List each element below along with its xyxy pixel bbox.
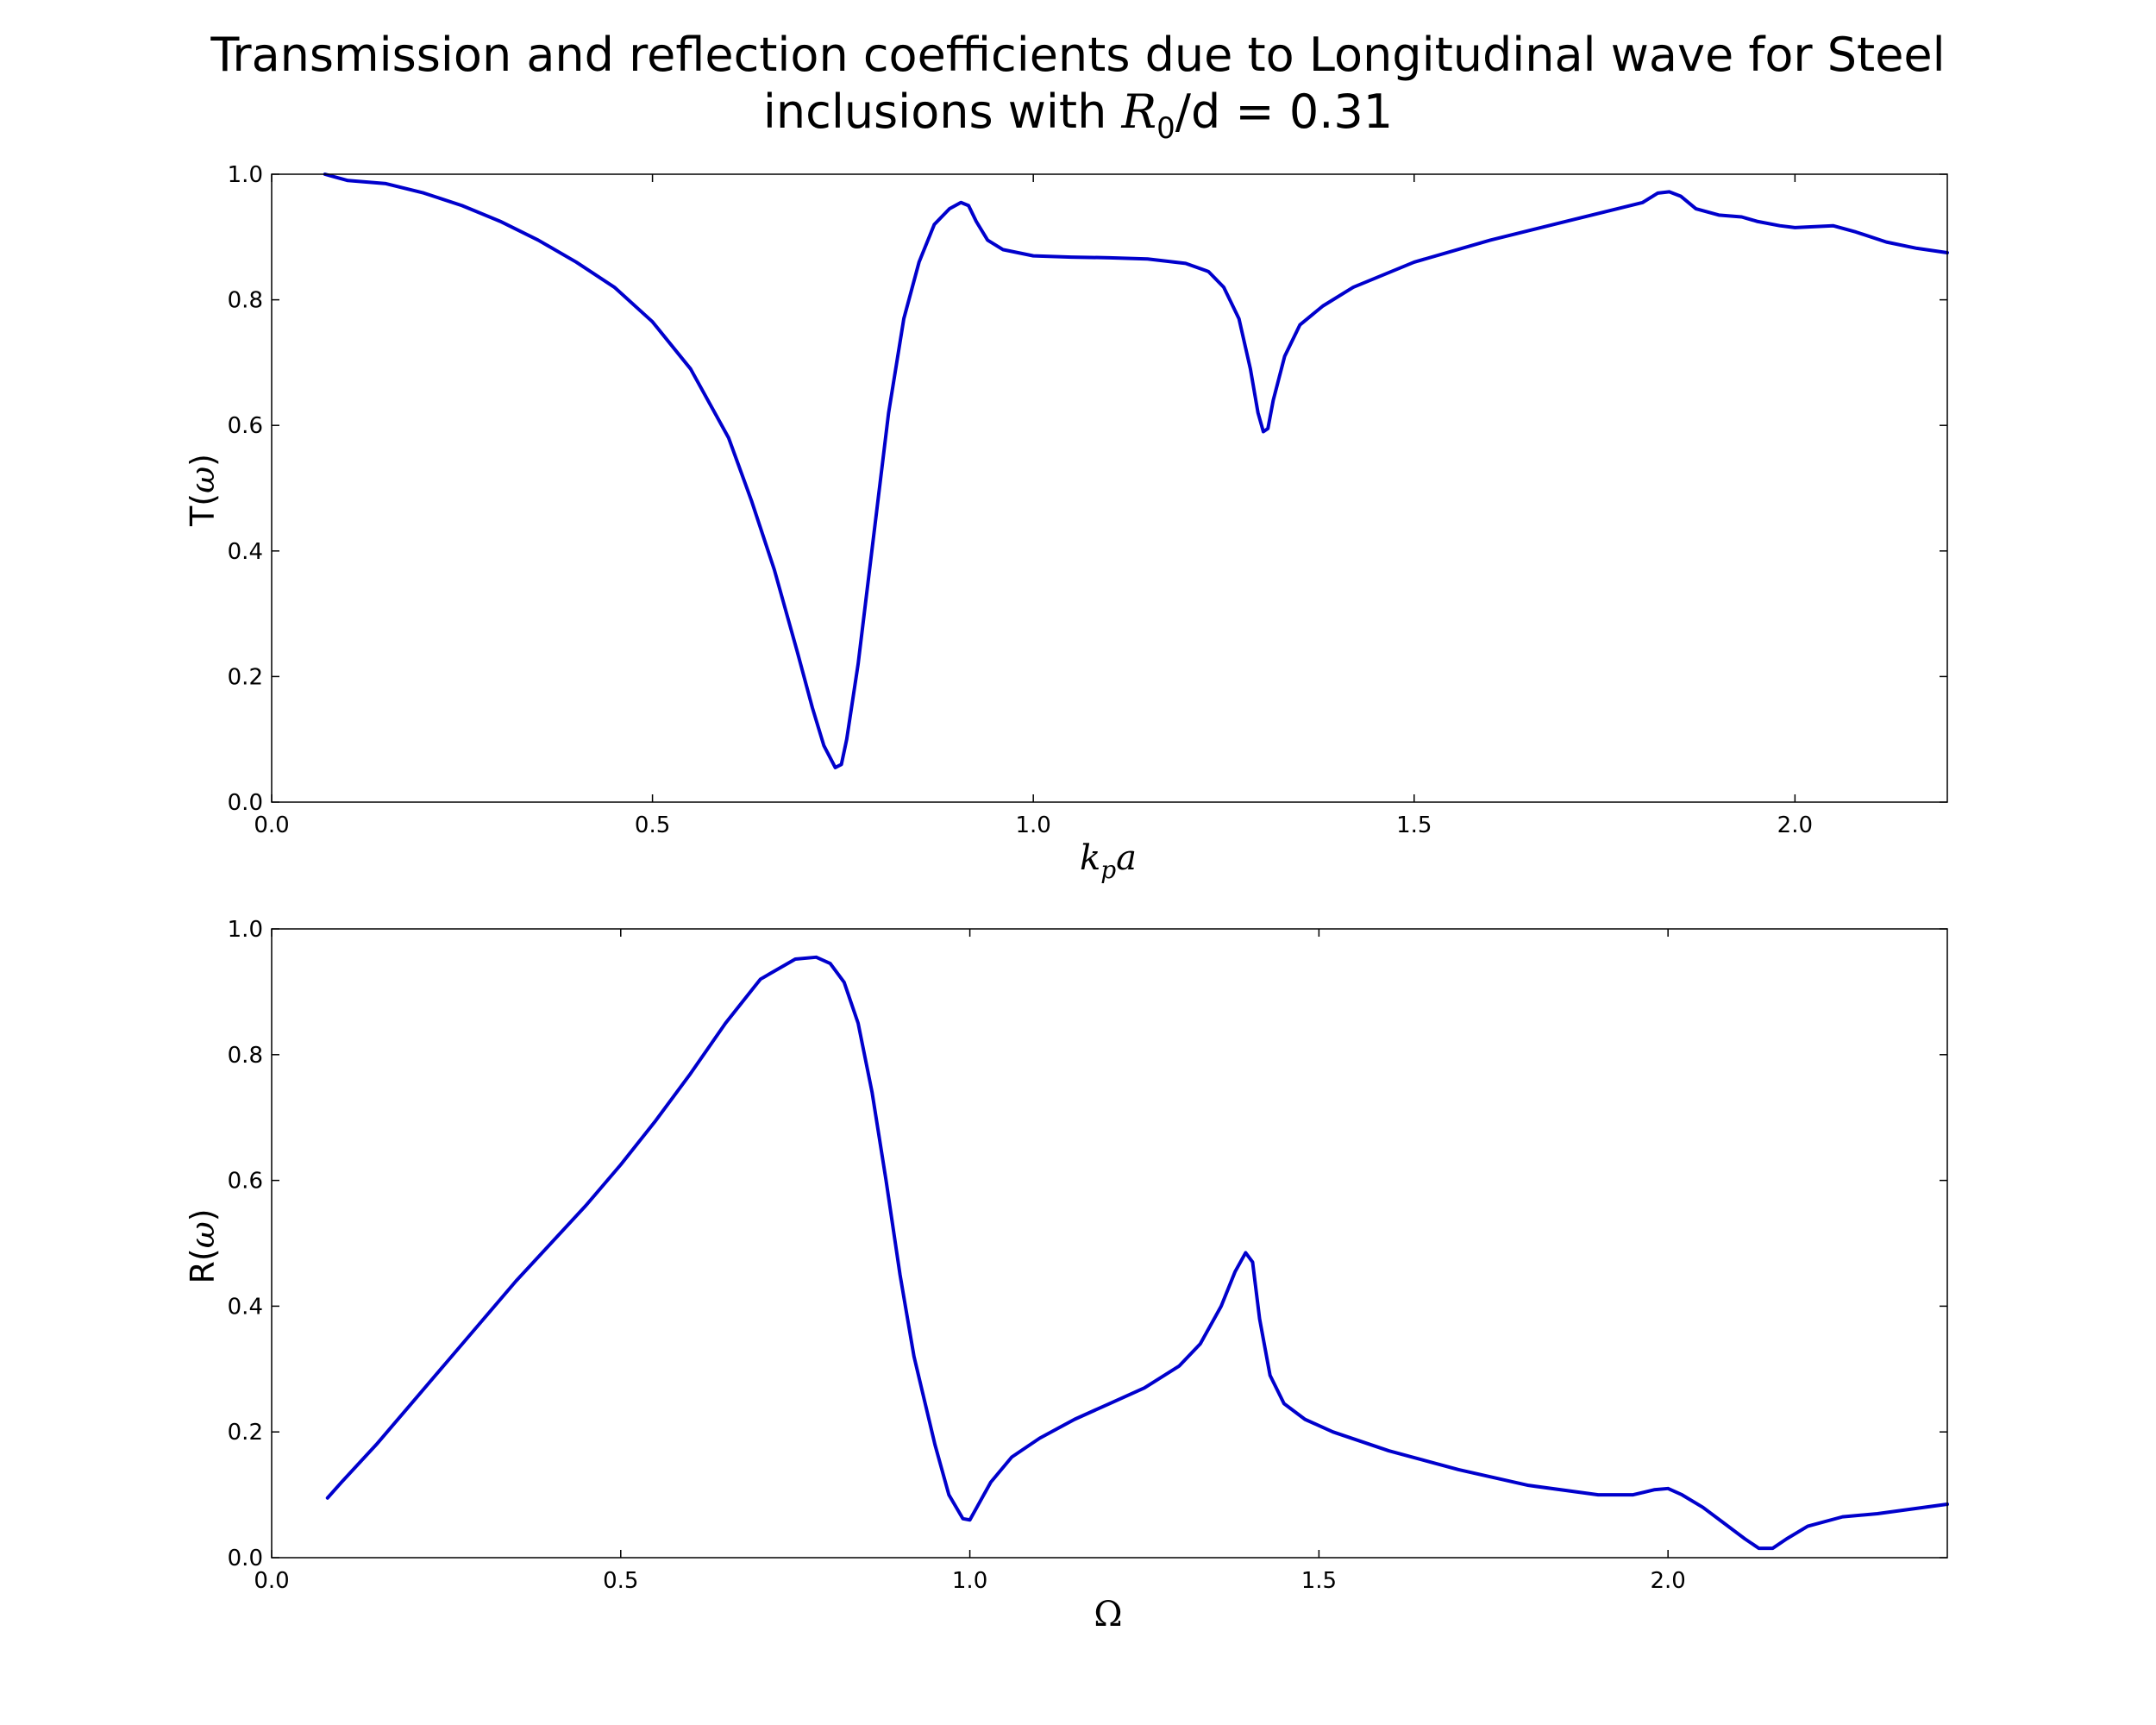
reflection-ylabel: R(ω) bbox=[184, 1208, 222, 1283]
transmission-ytick-label: 0.8 bbox=[228, 288, 263, 314]
title-prefix: inclusions with bbox=[763, 85, 1122, 139]
reflection-ytick-label: 0.6 bbox=[228, 1169, 263, 1195]
reflection-xtick-label: 0.5 bbox=[603, 1568, 638, 1594]
transmission-ytick-label: 0.6 bbox=[228, 413, 263, 439]
reflection-xtick-label: 2.0 bbox=[1650, 1568, 1685, 1594]
reflection-ytick-label: 0.2 bbox=[228, 1420, 263, 1446]
transmission-ylabel: T(ω) bbox=[184, 454, 222, 527]
transmission-series-line-0 bbox=[323, 172, 1949, 769]
title-suffix: /d = 0.31 bbox=[1175, 85, 1393, 139]
transmission-axes-frame bbox=[271, 173, 1948, 803]
title-math-subscript: 0 bbox=[1156, 111, 1175, 146]
transmission-ytick-label: 1.0 bbox=[228, 162, 263, 188]
reflection-ytick-label: 0.0 bbox=[228, 1546, 263, 1571]
transmission-xtick-label: 0.5 bbox=[635, 812, 670, 838]
figure-title-line-2: inclusions with R0/d = 0.31 bbox=[763, 85, 1393, 146]
title-math-r: R bbox=[1120, 85, 1156, 139]
reflection-ytick-label: 0.4 bbox=[228, 1294, 263, 1320]
reflection-axes-frame bbox=[271, 928, 1948, 1559]
transmission-xtick-label: 2.0 bbox=[1777, 812, 1813, 838]
transmission-plot: 0.0 0.5 1.0 1.5 2.0 0.0 0.2 0.4 0.6 0.8 1.0 bbox=[228, 162, 1949, 838]
transmission-ytick-label: 0.2 bbox=[228, 664, 263, 690]
transmission-ytick-label: 0.4 bbox=[228, 539, 263, 565]
reflection-xtick-label: 1.0 bbox=[952, 1568, 987, 1594]
reflection-ytick-label: 1.0 bbox=[228, 917, 263, 943]
reflection-ytick-label: 0.8 bbox=[228, 1043, 263, 1069]
transmission-ytick-label: 0.0 bbox=[228, 790, 263, 816]
reflection-plot: 0.0 0.5 1.0 1.5 2.0 0.0 0.2 0.4 0.6 0.8 1.0 bbox=[228, 917, 1949, 1594]
reflection-xlabel: Ω bbox=[1094, 1595, 1122, 1634]
reflection-series-line-0 bbox=[325, 955, 1949, 1551]
transmission-xtick-label: 0.0 bbox=[254, 812, 289, 838]
figure-title-line-1: Transmission and reflection coefficients… bbox=[210, 28, 1945, 82]
transmission-xlabel: kpa bbox=[1080, 838, 1137, 884]
transmission-xtick-label: 1.0 bbox=[1016, 812, 1051, 838]
reflection-xtick-label: 0.0 bbox=[254, 1568, 289, 1594]
transmission-xtick-label: 1.5 bbox=[1396, 812, 1432, 838]
reflection-xtick-label: 1.5 bbox=[1301, 1568, 1337, 1594]
